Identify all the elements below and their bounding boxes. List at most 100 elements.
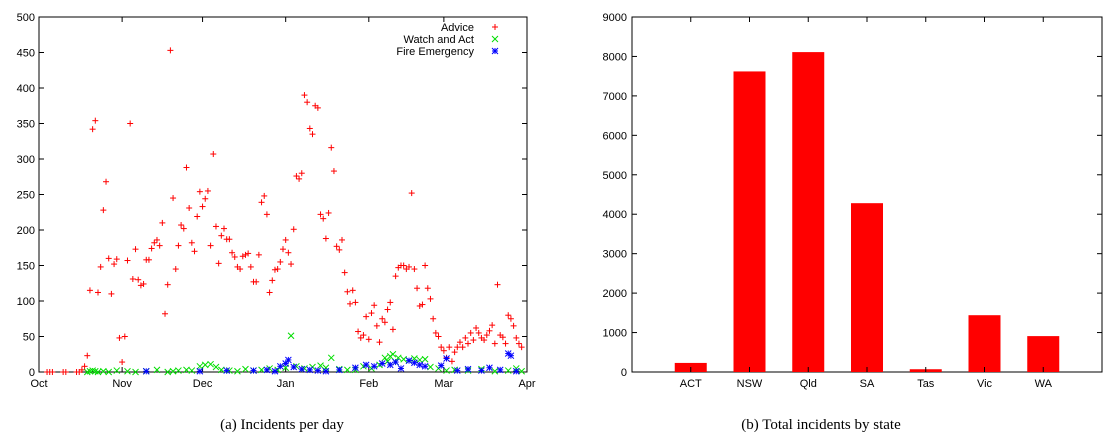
data-point xyxy=(234,367,241,375)
data-point xyxy=(344,288,351,295)
data-point xyxy=(317,362,324,369)
data-point xyxy=(167,47,174,54)
y-tick-label: 0 xyxy=(621,367,627,379)
data-point xyxy=(510,322,517,329)
data-point xyxy=(306,366,314,374)
data-point xyxy=(496,366,504,374)
x-tick-label: Feb xyxy=(359,378,378,390)
data-point xyxy=(411,359,418,367)
data-point xyxy=(446,344,453,351)
data-point xyxy=(218,232,225,239)
x-tick-label: Nov xyxy=(112,378,132,390)
data-point xyxy=(258,366,265,374)
data-point xyxy=(217,366,225,374)
data-point xyxy=(151,239,158,246)
data-point xyxy=(129,275,136,282)
incidents-per-day-chart: 0 50 100 150 200 250 300 350 400 450 500 Oct Nov Dec J… xyxy=(17,12,536,390)
plot-frame xyxy=(38,16,528,373)
data-point xyxy=(175,367,182,374)
data-point xyxy=(352,299,359,306)
data-point xyxy=(105,368,113,376)
data-point xyxy=(459,344,466,351)
data-point xyxy=(483,332,490,339)
data-point xyxy=(153,366,161,374)
data-point xyxy=(188,367,196,374)
data-point xyxy=(221,225,228,232)
data-point xyxy=(162,310,169,317)
data-point xyxy=(188,239,195,246)
data-point xyxy=(245,250,252,257)
data-point xyxy=(451,349,458,356)
data-point xyxy=(285,356,292,364)
x-tick-label: Jan xyxy=(277,378,295,390)
y-tick-label: 450 xyxy=(17,48,35,60)
data-point xyxy=(201,361,209,369)
data-point xyxy=(456,339,463,346)
data-point xyxy=(135,276,142,283)
data-point xyxy=(309,131,316,138)
data-point xyxy=(261,192,268,199)
data-point xyxy=(137,282,144,289)
data-point xyxy=(94,368,102,376)
data-point xyxy=(365,336,372,343)
data-point xyxy=(491,340,498,347)
data-point xyxy=(363,313,370,320)
series-advice xyxy=(44,47,525,375)
data-point xyxy=(237,266,244,273)
x-tick-label: SA xyxy=(860,378,875,390)
y-tick-label: 350 xyxy=(17,119,35,131)
data-point xyxy=(287,332,295,340)
data-point xyxy=(229,249,236,256)
bar-qld xyxy=(792,52,825,372)
data-point xyxy=(314,104,321,111)
data-point xyxy=(435,333,442,340)
data-point xyxy=(124,257,131,264)
data-point xyxy=(368,310,375,317)
data-point xyxy=(62,369,69,375)
data-point xyxy=(164,368,172,376)
data-point xyxy=(247,263,254,270)
data-point xyxy=(119,359,126,366)
data-point xyxy=(343,366,351,374)
data-point xyxy=(416,361,424,369)
data-point xyxy=(505,312,512,319)
x-tick-label: Dec xyxy=(193,378,213,390)
data-point xyxy=(465,340,472,347)
data-point xyxy=(322,235,329,242)
data-point xyxy=(263,211,270,218)
y-tick-label: 1000 xyxy=(603,328,627,340)
data-point xyxy=(263,366,271,374)
data-point xyxy=(355,328,362,335)
data-point xyxy=(405,357,413,364)
x-tick-label: Apr xyxy=(518,378,535,390)
data-point xyxy=(373,322,380,329)
data-point xyxy=(271,266,278,273)
data-point xyxy=(199,203,206,210)
data-point xyxy=(258,199,265,206)
data-point xyxy=(330,168,337,175)
data-point xyxy=(92,117,99,124)
data-point xyxy=(210,151,217,158)
data-point xyxy=(298,170,305,177)
data-point xyxy=(250,367,257,374)
data-point xyxy=(94,289,101,296)
y-tick-label: 8000 xyxy=(603,51,627,63)
y-tick-label: 6000 xyxy=(603,130,627,142)
data-point xyxy=(314,367,322,374)
data-point xyxy=(400,355,408,363)
bar-nsw xyxy=(733,71,766,372)
data-point xyxy=(397,365,405,372)
data-point xyxy=(386,361,394,369)
series-fire-emergency xyxy=(142,350,520,375)
y-tick-label: 150 xyxy=(17,261,35,273)
data-point xyxy=(512,367,520,375)
data-point xyxy=(132,246,139,253)
y-tick-label: 3000 xyxy=(603,249,627,261)
data-point xyxy=(362,361,370,369)
y-tick-label: 300 xyxy=(17,154,35,166)
data-point xyxy=(336,246,343,253)
data-point xyxy=(242,365,249,373)
data-point xyxy=(153,236,160,243)
data-point xyxy=(169,367,177,375)
